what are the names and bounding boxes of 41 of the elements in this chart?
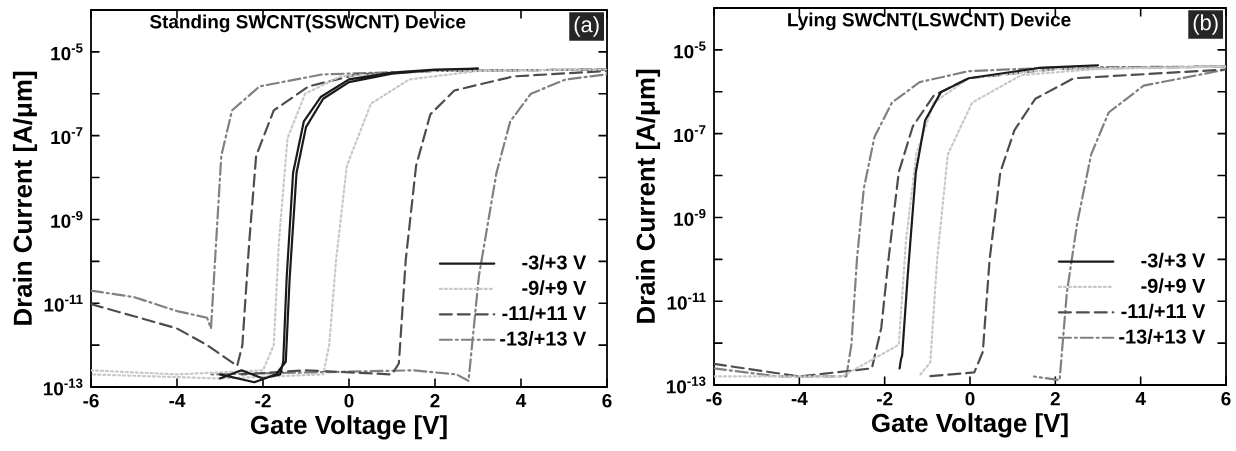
line-series xyxy=(898,64,1100,370)
x-tick-label: 6 xyxy=(602,394,612,408)
x-tick-label: 2 xyxy=(1050,392,1060,406)
y-tick-label: 10$^{-13}$ xyxy=(666,376,706,394)
x-tick-label: 4 xyxy=(516,394,527,408)
y-tick-label: 10$^{-7}$ xyxy=(51,127,83,145)
x-tick-label: 4 xyxy=(1135,392,1146,406)
y-tick-label: 10$^{-11}$ xyxy=(667,292,706,310)
legend-label: -13/+13 V xyxy=(500,331,587,346)
y-tick-label: 10$^{-5}$ xyxy=(51,43,83,61)
y-tick-label: 10$^{-9}$ xyxy=(51,210,83,228)
chart-title: Lying SWCNT(LSWCNT) Device xyxy=(788,12,1071,31)
legend-label: -11/+11 V xyxy=(1121,303,1206,319)
legend-label: -9/+9 V xyxy=(522,280,587,296)
legend-label: -13/+13 V xyxy=(1119,329,1206,344)
x-tick-label: -4 xyxy=(169,394,186,408)
x-tick-label: -6 xyxy=(83,394,99,408)
y-tick-label: 10$^{-9}$ xyxy=(674,208,706,226)
x-tick-label: 2 xyxy=(430,394,440,408)
x-tick-label: -2 xyxy=(255,394,271,408)
y-tick-label: 10$^{-13}$ xyxy=(43,378,83,396)
y-axis-title: Drain Current [A/μm] xyxy=(12,71,38,325)
annotation: (a) xyxy=(574,16,599,37)
legend-label: -9/+9 V xyxy=(1141,278,1206,294)
annotation: (b) xyxy=(1193,14,1218,35)
legend-label: -3/+3 V xyxy=(1141,252,1206,268)
x-tick-label: 6 xyxy=(1221,392,1231,406)
y-axis-title: Drain Current [A/μm] xyxy=(635,69,661,323)
x-tick-label: -6 xyxy=(706,392,722,406)
x-axis-title: Gate Voltage [V] xyxy=(871,413,1068,438)
chart-title: Standing SWCNT(SSWCNT) Device xyxy=(149,14,466,33)
legend-label: -11/+11 V xyxy=(502,305,587,321)
x-tick-label: -2 xyxy=(877,392,893,406)
legend-label: -3/+3 V xyxy=(522,254,587,270)
y-tick-label: 10$^{-5}$ xyxy=(674,41,706,59)
x-tick-label: 0 xyxy=(965,392,975,406)
y-tick-label: 10$^{-7}$ xyxy=(674,125,706,143)
x-tick-label: 0 xyxy=(344,394,354,408)
x-axis-title: Gate Voltage [V] xyxy=(250,415,447,440)
x-tick-label: -4 xyxy=(791,392,808,406)
y-tick-label: 10$^{-11}$ xyxy=(44,294,83,312)
